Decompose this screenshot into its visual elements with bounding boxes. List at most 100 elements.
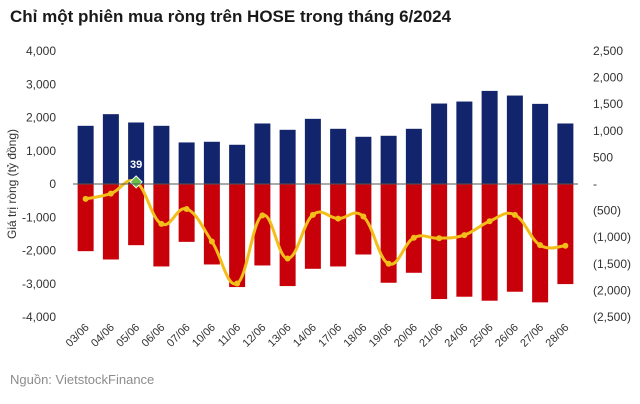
buy-bar-27/06 bbox=[532, 103, 549, 184]
x-tick-label: 13/06 bbox=[266, 322, 294, 350]
x-tick-label: 06/06 bbox=[140, 322, 168, 350]
x-tick-label: 28/06 bbox=[544, 322, 572, 350]
y2-tick-label: (500) bbox=[593, 204, 621, 218]
sell-bar-20/06 bbox=[405, 184, 422, 273]
x-tick-label: 25/06 bbox=[468, 322, 496, 350]
net-point-05/06 bbox=[129, 175, 143, 189]
x-tick-label: 18/06 bbox=[342, 322, 370, 350]
x-tick-label: 21/06 bbox=[417, 322, 445, 350]
y-tick-label: 2,000 bbox=[26, 111, 56, 125]
buy-bar-19/06 bbox=[380, 135, 397, 184]
y2-tick-label: 1,000 bbox=[593, 124, 623, 138]
sell-bar-14/06 bbox=[304, 184, 321, 269]
y-tick-label: -1,000 bbox=[22, 210, 56, 224]
sell-bar-24/06 bbox=[456, 184, 473, 297]
sell-bar-03/06 bbox=[77, 184, 94, 252]
sell-bar-17/06 bbox=[330, 184, 347, 267]
y2-tick-label: 2,500 bbox=[593, 44, 623, 58]
buy-bar-06/06 bbox=[153, 125, 170, 184]
net-point-19/06 bbox=[385, 260, 392, 267]
net-point-17/06 bbox=[335, 215, 342, 222]
buy-bar-25/06 bbox=[481, 90, 498, 184]
sell-bar-07/06 bbox=[178, 184, 195, 242]
net-point-12/06 bbox=[259, 212, 266, 219]
x-tick-label: 17/06 bbox=[316, 322, 344, 350]
net-point-03/06 bbox=[82, 195, 89, 202]
sell-bar-12/06 bbox=[254, 184, 271, 266]
x-tick-label: 07/06 bbox=[165, 322, 193, 350]
buy-bar-20/06 bbox=[405, 128, 422, 184]
net-point-21/06 bbox=[436, 235, 443, 242]
sell-bar-19/06 bbox=[380, 184, 397, 283]
y-tick-label: 1,000 bbox=[26, 144, 56, 158]
buy-bar-03/06 bbox=[77, 125, 94, 184]
buy-bar-14/06 bbox=[304, 118, 321, 184]
buy-bar-12/06 bbox=[254, 123, 271, 184]
net-point-06/06 bbox=[158, 220, 165, 227]
y-tick-label: 0 bbox=[49, 177, 56, 191]
net-point-26/06 bbox=[511, 211, 518, 218]
x-tick-label: 04/06 bbox=[89, 322, 117, 350]
x-tick-label: 05/06 bbox=[114, 322, 142, 350]
net-point-28/06 bbox=[562, 242, 569, 249]
buy-bar-05/06 bbox=[128, 122, 145, 184]
chart-title: Chỉ một phiên mua ròng trên HOSE trong t… bbox=[10, 7, 452, 26]
buy-bar-24/06 bbox=[456, 101, 473, 184]
net-point-18/06 bbox=[360, 213, 367, 220]
sell-bar-04/06 bbox=[102, 184, 119, 260]
x-tick-label: 14/06 bbox=[291, 322, 319, 350]
x-tick-label: 20/06 bbox=[392, 322, 420, 350]
net-point-10/06 bbox=[208, 238, 215, 245]
net-point-11/06 bbox=[234, 280, 241, 287]
buy-bar-10/06 bbox=[203, 141, 220, 184]
sell-bar-11/06 bbox=[229, 184, 246, 288]
net-point-27/06 bbox=[537, 242, 544, 249]
y-tick-label: -2,000 bbox=[22, 244, 56, 258]
sell-bar-21/06 bbox=[431, 184, 448, 300]
x-tick-label: 27/06 bbox=[518, 322, 546, 350]
x-tick-label: 12/06 bbox=[241, 322, 269, 350]
net-point-07/06 bbox=[183, 206, 190, 213]
y-axis-title: Giá trị ròng (tỷ đồng) bbox=[5, 129, 19, 239]
net-point-24/06 bbox=[461, 232, 468, 239]
x-tick-label: 19/06 bbox=[367, 322, 395, 350]
buy-bar-18/06 bbox=[355, 136, 372, 184]
net-point-13/06 bbox=[284, 255, 291, 262]
net-data-label: 39 bbox=[130, 159, 142, 171]
y2-tick-label: (1,000) bbox=[593, 230, 631, 244]
sell-bar-13/06 bbox=[279, 184, 296, 287]
x-tick-label: 26/06 bbox=[493, 322, 521, 350]
buy-bar-07/06 bbox=[178, 142, 195, 184]
buy-bar-17/06 bbox=[330, 128, 347, 184]
buy-bar-21/06 bbox=[431, 103, 448, 184]
sell-bar-10/06 bbox=[203, 184, 220, 265]
net-value-line bbox=[85, 179, 566, 286]
sell-bar-25/06 bbox=[481, 184, 498, 301]
bars-layer bbox=[77, 90, 574, 303]
buy-bar-04/06 bbox=[102, 114, 119, 184]
y2-tick-label: 1,500 bbox=[593, 97, 623, 111]
y2-tick-label: 2,000 bbox=[593, 71, 623, 85]
y2-tick-label: (1,500) bbox=[593, 257, 631, 271]
y-tick-label: -3,000 bbox=[22, 277, 56, 291]
buy-bar-13/06 bbox=[279, 129, 296, 184]
y2-tick-label: (2,000) bbox=[593, 283, 631, 297]
net-point-04/06 bbox=[107, 190, 114, 197]
y-tick-label: 4,000 bbox=[26, 44, 56, 58]
net-point-20/06 bbox=[410, 234, 417, 241]
net-point-25/06 bbox=[486, 218, 493, 225]
sell-bar-05/06 bbox=[128, 184, 145, 246]
sell-bar-28/06 bbox=[557, 184, 574, 285]
x-tick-label: 24/06 bbox=[443, 322, 471, 350]
y2-tick-label: (2,500) bbox=[593, 310, 631, 324]
x-tick-label: 03/06 bbox=[64, 322, 92, 350]
y-tick-label: 3,000 bbox=[26, 77, 56, 91]
y-tick-label: -4,000 bbox=[22, 310, 56, 324]
x-tick-label: 10/06 bbox=[190, 322, 218, 350]
buy-bar-11/06 bbox=[229, 144, 246, 184]
line-layer: 39 bbox=[82, 159, 569, 287]
y2-tick-label: 500 bbox=[593, 150, 613, 164]
buy-bar-28/06 bbox=[557, 123, 574, 184]
sell-bar-26/06 bbox=[506, 184, 523, 292]
